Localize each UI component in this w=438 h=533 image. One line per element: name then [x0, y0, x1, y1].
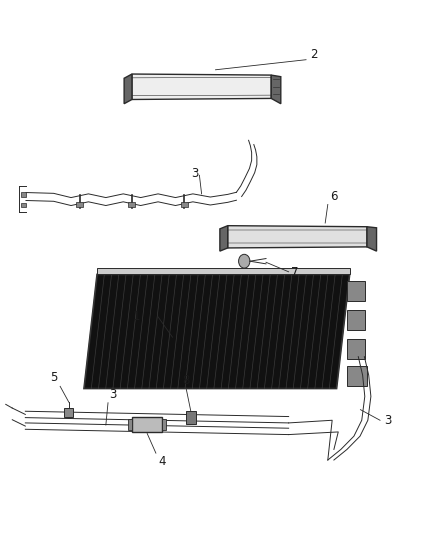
- Polygon shape: [228, 225, 367, 248]
- Bar: [181, 203, 187, 207]
- Text: 3: 3: [110, 388, 117, 401]
- Text: 1: 1: [133, 310, 141, 324]
- Text: 7: 7: [291, 266, 298, 279]
- Bar: [186, 411, 196, 424]
- Bar: [132, 417, 162, 432]
- Bar: [64, 408, 73, 417]
- Text: 5: 5: [51, 371, 58, 384]
- Bar: [128, 419, 132, 430]
- Bar: [76, 203, 83, 207]
- Polygon shape: [124, 74, 132, 104]
- Polygon shape: [84, 274, 350, 389]
- Polygon shape: [97, 268, 350, 274]
- Bar: [347, 339, 365, 359]
- Text: 3: 3: [191, 167, 198, 180]
- Text: 2: 2: [311, 48, 318, 61]
- Circle shape: [239, 254, 250, 268]
- Bar: [21, 203, 26, 207]
- Polygon shape: [271, 75, 281, 104]
- Text: 6: 6: [330, 190, 338, 204]
- Bar: [162, 419, 166, 430]
- Bar: [21, 192, 26, 197]
- Bar: [347, 310, 365, 330]
- Bar: [128, 203, 135, 207]
- Polygon shape: [132, 74, 271, 100]
- Polygon shape: [367, 227, 377, 251]
- Polygon shape: [220, 225, 228, 251]
- Bar: [347, 366, 367, 386]
- Text: 3: 3: [385, 414, 392, 427]
- Text: 8: 8: [183, 374, 190, 387]
- Text: 4: 4: [158, 455, 166, 468]
- Bar: [347, 281, 365, 301]
